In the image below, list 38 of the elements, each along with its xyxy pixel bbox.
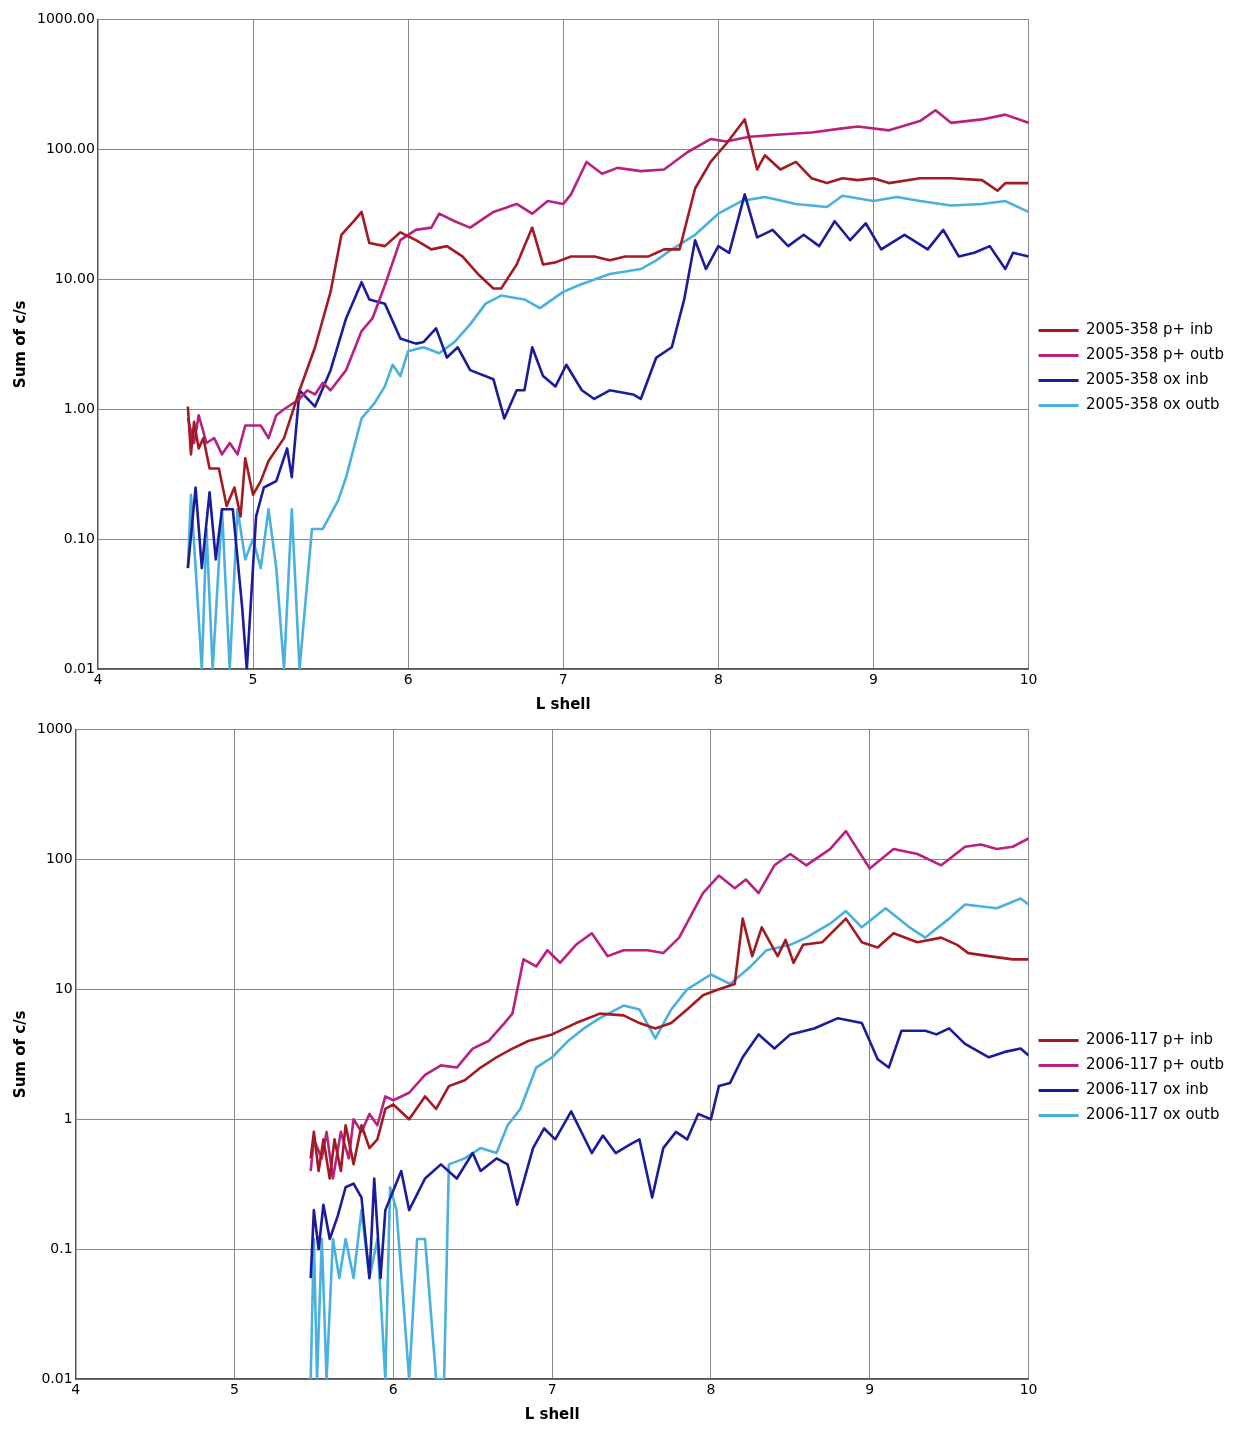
x-tick-label: 4 <box>71 1381 81 1398</box>
legend-label: 2005-358 p+ outb <box>1086 345 1225 364</box>
legend-label: 2005-358 ox outb <box>1086 395 1220 414</box>
x-axis-title: L shell <box>535 694 591 713</box>
x-tick-label: 6 <box>388 1381 398 1398</box>
y-tick-label: 1 <box>63 1109 73 1126</box>
y-tick-label: 0.01 <box>63 659 95 676</box>
y-axis-title: Sum of c/s <box>10 1010 29 1099</box>
x-tick-label: 7 <box>558 671 568 688</box>
y-tick-label: 1000 <box>36 720 73 737</box>
x-tick-label: 5 <box>248 671 258 688</box>
y-tick-label: 100 <box>45 850 73 866</box>
x-tick-label: 9 <box>869 671 878 688</box>
x-tick-label: 8 <box>706 1381 716 1398</box>
x-tick-label: 10 <box>1019 1381 1038 1398</box>
y-tick-label: 10.00 <box>54 269 95 286</box>
y-axis-title: Sum of c/s <box>10 300 29 389</box>
legend-label: 2005-358 ox inb <box>1086 370 1209 389</box>
y-tick-label: 10 <box>54 979 73 996</box>
y-tick-label: 0.1 <box>50 1239 73 1256</box>
legend-label: 2006-117 p+ inb <box>1086 1030 1214 1049</box>
x-axis-title: L shell <box>524 1404 580 1423</box>
x-tick-label: 8 <box>713 671 723 688</box>
x-tick-label: 10 <box>1019 671 1038 688</box>
x-tick-label: 7 <box>547 1381 557 1398</box>
y-tick-label: 0.10 <box>63 529 95 546</box>
x-tick-label: 5 <box>229 1381 239 1398</box>
y-tick-label: 100.00 <box>45 140 95 156</box>
y-tick-label: 0.01 <box>41 1369 73 1386</box>
legend-label: 2005-358 p+ inb <box>1086 320 1214 339</box>
legend-label: 2006-117 ox inb <box>1086 1080 1209 1099</box>
x-tick-label: 4 <box>93 671 103 688</box>
y-tick-label: 1.00 <box>63 399 95 416</box>
x-tick-label: 9 <box>865 1381 875 1398</box>
legend-label: 2006-117 ox outb <box>1086 1105 1220 1124</box>
y-tick-label: 1000.00 <box>36 10 95 27</box>
x-tick-label: 6 <box>403 671 413 688</box>
legend-label: 2006-117 p+ outb <box>1086 1055 1225 1074</box>
